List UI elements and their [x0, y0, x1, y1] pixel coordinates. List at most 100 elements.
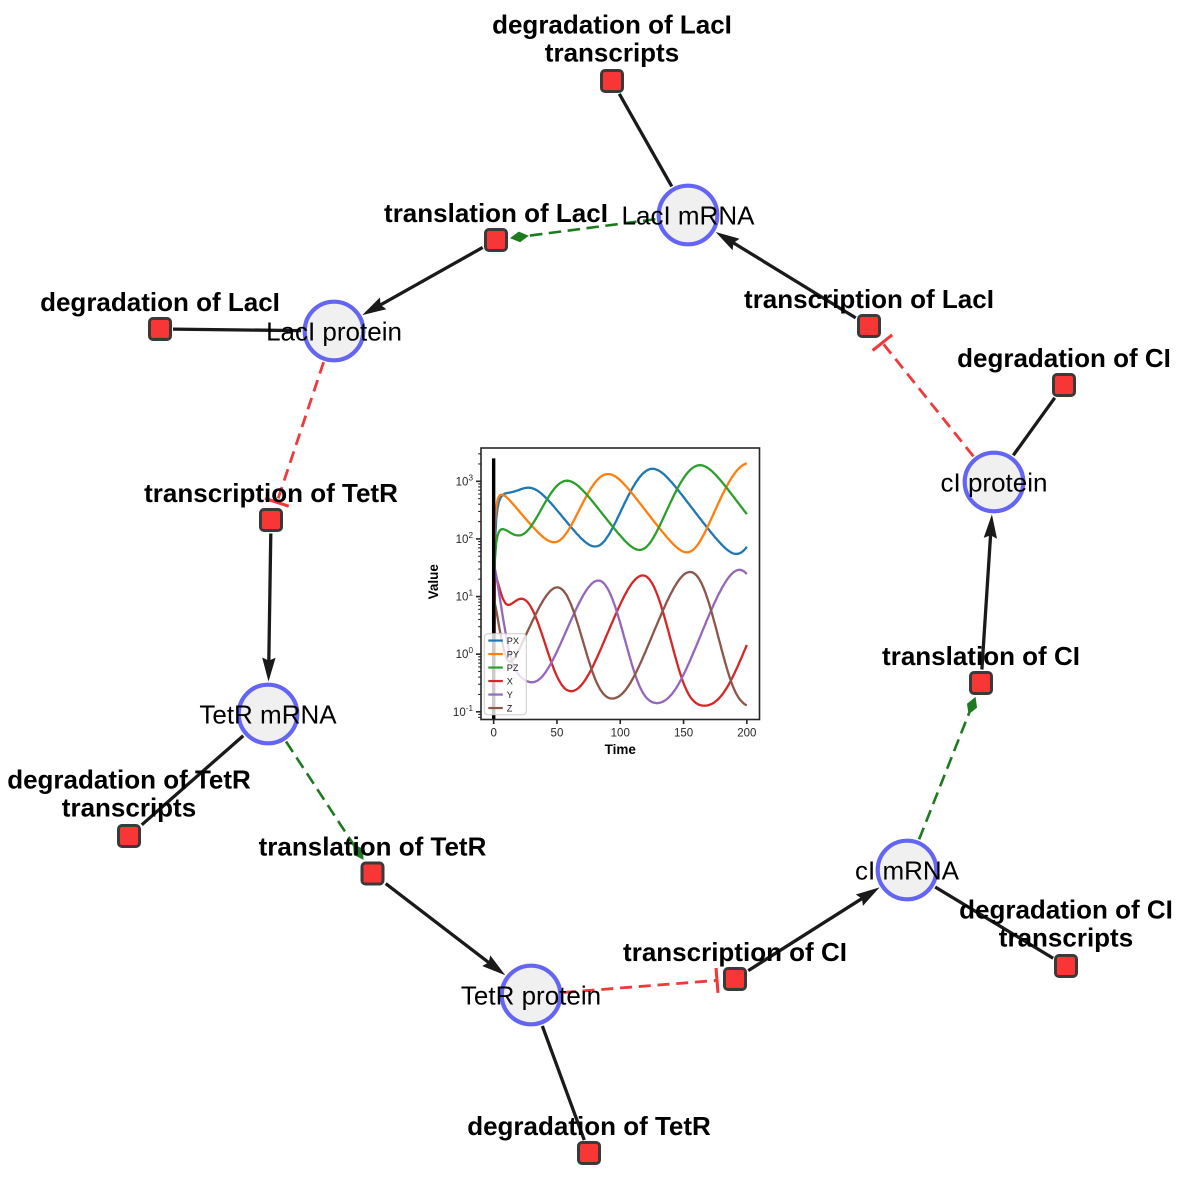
y-tick-label: 103: [456, 473, 474, 488]
legend-label-PX: PX: [507, 636, 519, 646]
species-label-laci_mrna: LacI mRNA: [622, 200, 756, 230]
product-edge-line: [980, 534, 993, 670]
chart-y-axis: 10-1 100 101 102 103: [453, 453, 481, 719]
arrowhead-icon: [855, 887, 880, 906]
edge-modifier-ci_mrna-tl_ci: [917, 696, 978, 840]
reaction-label-deg_tetr_tx: degradation of TetR transcripts: [7, 765, 251, 823]
reaction-node-tl_ci: [969, 671, 993, 695]
reaction-label-line: transcription of TetR: [144, 478, 398, 508]
product-edge-line: [747, 896, 864, 972]
edge-reactant-laci_mrna-deg_laci_tx: [617, 93, 674, 188]
edge-reactant-ci_mrna-deg_ci_tx: [934, 885, 1054, 960]
modifier-arrowhead-icon: [353, 843, 364, 860]
reaction-label-line: degradation of TetR: [467, 1111, 711, 1141]
y-tick-label: 10-1: [453, 704, 474, 719]
species-label-ci_mrna: cI mRNA: [855, 855, 960, 885]
inset-chart: 0 50 100 150 20010-1100101102103TimeValuePXP…: [426, 447, 761, 757]
reaction-label-tr_ci: transcription of CI: [623, 937, 847, 967]
product-edge-line: [267, 533, 273, 662]
arrowhead-icon: [362, 297, 387, 316]
product-edge-line: [384, 882, 491, 965]
edge-product-tl_ci-ci_protein: [980, 514, 998, 670]
reaction-label-line: degradation of LacI: [492, 10, 732, 40]
labels-layer: LacI mRNA LacI protein TetR mRNA TetR prote…: [7, 10, 1173, 1142]
modifier-arrowhead-icon: [509, 231, 529, 243]
inhibition-tbar-icon: [871, 333, 894, 352]
legend-label-Y: Y: [507, 690, 513, 700]
reaction-node-deg_laci: [148, 317, 172, 341]
reaction-label-deg_laci: degradation of LacI: [40, 287, 280, 317]
edge-modifier-laci_mrna-tl_laci: [509, 217, 656, 243]
reaction-label-tl_tetr: translation of TetR: [259, 832, 487, 862]
chart-plot-area: [481, 448, 760, 720]
edge-product-tl_laci-laci_protein: [362, 246, 484, 316]
x-tick-label: 100: [611, 728, 630, 740]
inhibition-edge-line: [563, 979, 718, 994]
chart-xlabel: Time: [605, 742, 637, 757]
y-tick-label: 102: [456, 531, 474, 546]
modifier-edge-line: [526, 217, 656, 238]
reaction-node-tr_laci: [857, 314, 881, 338]
inhibition-edge-line: [881, 341, 975, 458]
reactant-edge-line: [617, 93, 674, 188]
x-tick-label: 150: [674, 728, 693, 740]
edge-product-tr_laci-laci_mrna: [715, 231, 857, 320]
reaction-node-tl_laci: [484, 228, 508, 252]
arrowhead-icon: [715, 231, 740, 251]
reaction-label-line: degradation of CI: [959, 895, 1173, 925]
species-label-tetr_mrna: TetR mRNA: [199, 699, 337, 729]
species-node-ci_protein: [962, 450, 1026, 514]
chart-line-PZ: [492, 464, 748, 720]
chart-line-PX: [492, 467, 748, 720]
reaction-node-deg_tetr: [577, 1141, 601, 1165]
species-node-laci_mrna: [656, 183, 720, 247]
legend-label-PZ: PZ: [507, 663, 519, 673]
reactant-edge-line: [140, 734, 245, 827]
species-label-tetr_protein: TetR protein: [461, 980, 601, 1010]
reaction-label-deg_laci_tx: degradation of LacI transcripts: [492, 10, 732, 68]
chart-legend: PX PY PZ XYZ: [483, 633, 527, 716]
chart-line-PY: [492, 462, 748, 720]
edge-reactant-laci_protein-deg_laci: [172, 327, 302, 333]
species-label-laci_protein: LacI protein: [266, 316, 402, 346]
legend-label-PY: PY: [507, 649, 519, 659]
reaction-node-deg_laci_tx: [600, 69, 624, 93]
reaction-node-deg_tetr_tx: [117, 824, 141, 848]
reaction-label-tl_laci: translation of LacI: [384, 198, 608, 228]
legend-label-X: X: [507, 676, 513, 686]
reaction-label-line: transcripts: [62, 793, 196, 823]
reaction-node-tl_tetr: [360, 861, 385, 886]
reaction-node-tr_ci: [723, 967, 747, 991]
nodes-layer: [117, 69, 1078, 1165]
chart-series: [492, 462, 748, 720]
chart-ylabel: Value: [426, 564, 441, 600]
reactant-edge-line: [934, 885, 1054, 960]
species-label-ci_protein: cI protein: [941, 467, 1048, 497]
product-edge-line: [378, 246, 484, 307]
reaction-label-line: translation of CI: [882, 641, 1080, 671]
reaction-label-tr_tetr: transcription of TetR: [144, 478, 398, 508]
species-node-ci_mrna: [875, 838, 939, 902]
chart-x-axis: 0 50 100 150 200: [490, 719, 756, 740]
reactant-edge-line: [172, 327, 302, 333]
species-node-tetr_protein: [499, 963, 563, 1027]
x-tick-label: 200: [737, 728, 756, 740]
modifier-edge-line: [284, 740, 356, 847]
y-tick-label: 100: [456, 646, 474, 661]
product-edge-line: [731, 240, 857, 320]
edge-product-tr_ci-ci_mrna: [747, 887, 880, 972]
edge-reactant-ci_protein-deg_ci: [1011, 396, 1057, 457]
arrowhead-icon: [983, 514, 998, 539]
reaction-label-line: transcription of CI: [623, 937, 847, 967]
reaction-label-deg_ci_tx: degradation of CI transcripts: [959, 895, 1173, 953]
reaction-label-line: degradation of TetR: [7, 765, 251, 795]
inhibition-edge-line: [275, 361, 325, 503]
reaction-label-line: transcripts: [999, 923, 1133, 953]
chart-line-X: [492, 574, 748, 720]
inhibition-tbar-icon: [714, 967, 720, 993]
y-tick-label: 101: [456, 589, 474, 604]
reaction-node-deg_ci_tx: [1054, 954, 1078, 978]
modifier-arrowhead-icon: [966, 696, 978, 715]
